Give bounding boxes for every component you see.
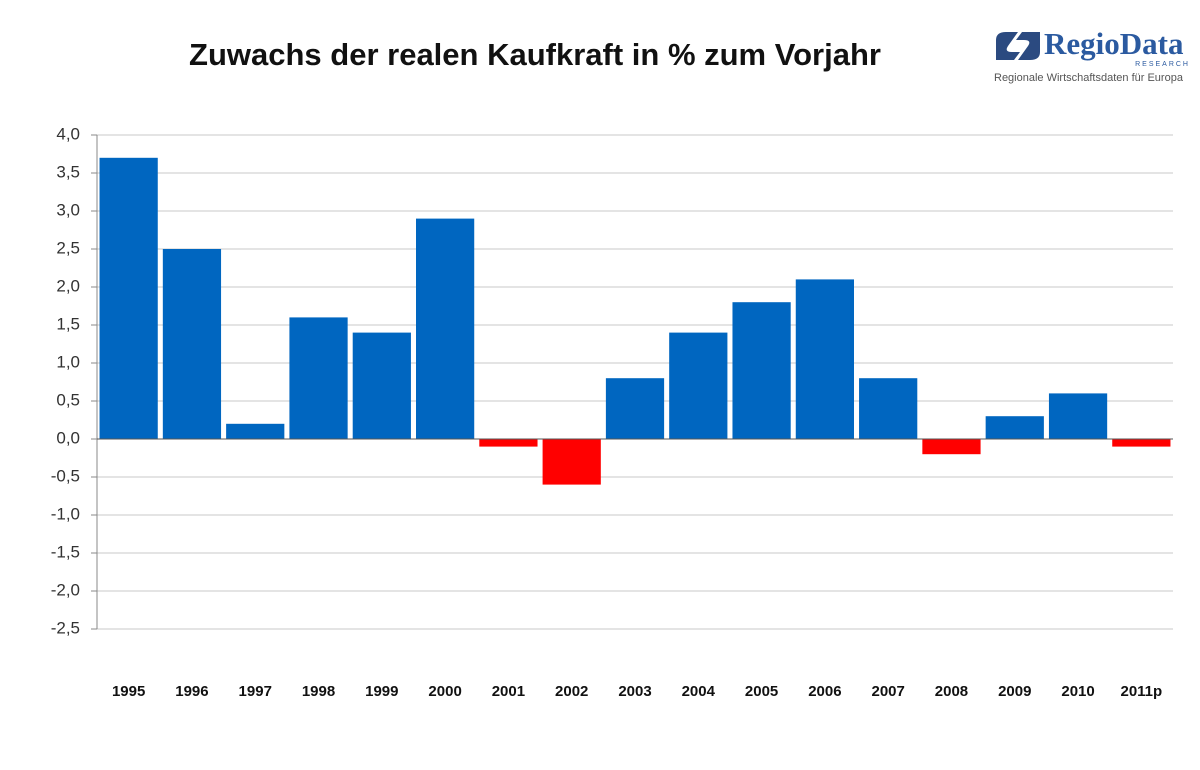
x-tick-label: 2001 bbox=[492, 683, 525, 700]
logo-icon bbox=[996, 32, 1020, 60]
logo: RegioData RESEARCH Regionale Wirtschafts… bbox=[994, 26, 1190, 84]
x-tick-label: 2008 bbox=[935, 683, 968, 700]
bar bbox=[416, 218, 475, 439]
y-tick-label: 0,5 bbox=[56, 390, 80, 409]
y-tick-label: 0,0 bbox=[56, 428, 80, 447]
x-tick-label: 1997 bbox=[239, 683, 272, 700]
y-tick-label: 1,0 bbox=[56, 352, 80, 371]
bar bbox=[795, 279, 854, 439]
bar bbox=[289, 317, 348, 439]
bar bbox=[605, 378, 665, 439]
bar bbox=[542, 439, 601, 485]
y-tick-label: 2,5 bbox=[56, 238, 80, 257]
logo-tag: RESEARCH bbox=[1135, 61, 1190, 68]
x-tick-label: 1995 bbox=[112, 683, 145, 700]
x-tick-label: 2006 bbox=[808, 683, 841, 700]
bar bbox=[352, 332, 411, 439]
bar bbox=[226, 423, 285, 439]
bar bbox=[669, 332, 728, 439]
y-tick-label: 1,5 bbox=[56, 314, 80, 333]
logo-slogan: Regionale Wirtschaftsdaten für Europa bbox=[994, 72, 1184, 84]
bar bbox=[859, 378, 918, 439]
y-tick-label: 3,0 bbox=[56, 200, 80, 219]
x-tick-label: 2009 bbox=[998, 683, 1031, 700]
y-tick-label: -2,5 bbox=[51, 618, 80, 637]
y-tick-label: 2,0 bbox=[56, 276, 80, 295]
bar bbox=[922, 439, 981, 455]
bar bbox=[1048, 393, 1108, 439]
logo-icon bbox=[1016, 32, 1040, 60]
x-tick-label: 2010 bbox=[1061, 683, 1094, 700]
x-tick-label: 2004 bbox=[682, 683, 716, 700]
x-tick-label: 2007 bbox=[871, 683, 904, 700]
y-tick-label: -0,5 bbox=[51, 466, 80, 485]
x-tick-label: 2003 bbox=[618, 683, 651, 700]
y-tick-label: 3,5 bbox=[56, 162, 80, 181]
x-tick-label: 2005 bbox=[745, 683, 778, 700]
x-tick-label: 1998 bbox=[302, 683, 335, 700]
x-tick-label: 2002 bbox=[555, 683, 588, 700]
x-tick-label: 1999 bbox=[365, 683, 398, 700]
logo-name: RegioData bbox=[1044, 26, 1184, 61]
y-tick-label: 4,0 bbox=[56, 124, 80, 143]
y-tick-label: -1,0 bbox=[51, 504, 80, 523]
bar bbox=[479, 439, 538, 447]
x-tick-label: 2000 bbox=[428, 683, 461, 700]
bar bbox=[732, 302, 791, 439]
y-tick-label: -2,0 bbox=[51, 580, 80, 599]
x-tick-label: 2011p bbox=[1120, 683, 1162, 700]
x-tick-label: 1996 bbox=[175, 683, 208, 700]
y-tick-label: -1,5 bbox=[51, 542, 80, 561]
bar bbox=[99, 157, 158, 440]
bar bbox=[162, 249, 222, 439]
bar bbox=[985, 416, 1044, 439]
chart-title: Zuwachs der realen Kaufkraft in % zum Vo… bbox=[189, 37, 881, 72]
bar bbox=[1112, 439, 1171, 447]
